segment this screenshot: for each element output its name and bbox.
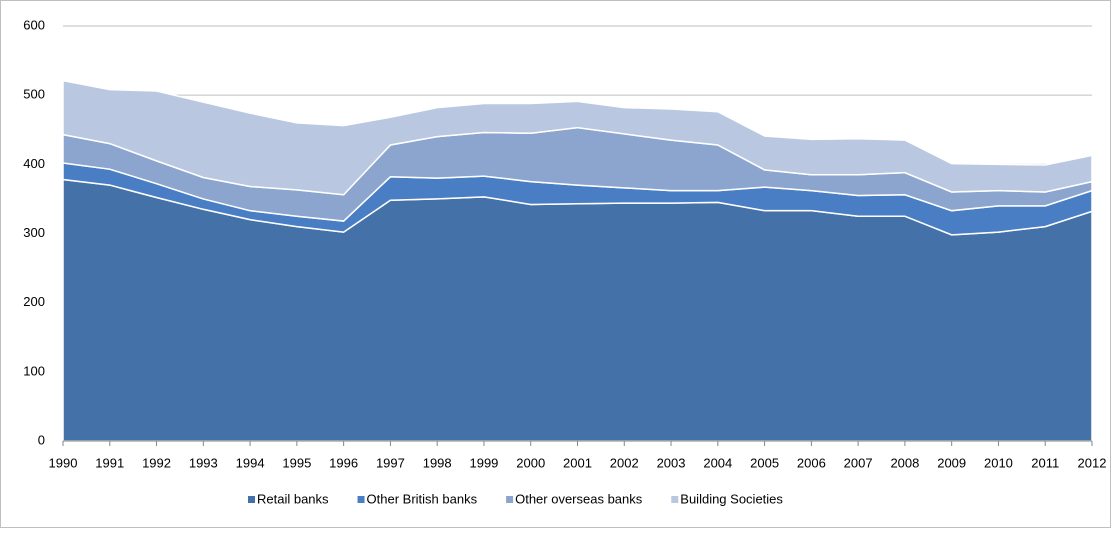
x-tick-label: 2007	[844, 455, 873, 470]
legend-label: Other British banks	[367, 491, 478, 506]
x-tick-label: 2002	[610, 455, 639, 470]
y-tick-label: 600	[23, 17, 45, 32]
x-tick-label: 2009	[937, 455, 966, 470]
x-tick-label: 2005	[750, 455, 779, 470]
x-tick-label: 1990	[49, 455, 78, 470]
legend-swatch	[506, 496, 514, 503]
x-tick-label: 2004	[703, 455, 732, 470]
x-tick-label: 2012	[1078, 455, 1107, 470]
legend-swatch	[671, 496, 679, 503]
x-tick-label: 2010	[984, 455, 1013, 470]
y-tick-label: 500	[23, 87, 45, 102]
area	[62, 79, 1093, 196]
y-tick-label: 400	[23, 156, 45, 171]
legend-label: Other overseas banks	[515, 491, 643, 506]
x-tick-label: 2008	[890, 455, 919, 470]
x-tick-label: 1993	[189, 455, 218, 470]
x-tick-label: 2011	[1031, 455, 1059, 470]
y-tick-label: 300	[23, 225, 45, 240]
legend-label: Building Societies	[680, 491, 783, 506]
x-tick-label: 1997	[376, 455, 405, 470]
y-tick-label: 0	[38, 432, 45, 447]
x-tick-label: 1994	[236, 455, 265, 470]
x-tick-label: 1992	[142, 455, 171, 470]
x-tick-label: 2006	[797, 455, 826, 470]
x-tick-label: 2001	[563, 455, 592, 470]
x-tick-label: 1996	[329, 455, 358, 470]
x-tick-label: 1991	[95, 455, 124, 470]
y-tick-label: 100	[23, 363, 45, 378]
y-tick-label: 200	[23, 294, 45, 309]
x-tick-label: 1998	[423, 455, 452, 470]
x-tick-label: 2003	[657, 455, 686, 470]
legend-swatch	[248, 496, 255, 503]
x-tick-label: 1995	[282, 455, 311, 470]
x-tick-label: 2000	[516, 455, 545, 470]
x-tick-label: 1999	[469, 455, 498, 470]
legend-swatch	[357, 496, 365, 503]
legend-label: Retail banks	[257, 491, 329, 506]
